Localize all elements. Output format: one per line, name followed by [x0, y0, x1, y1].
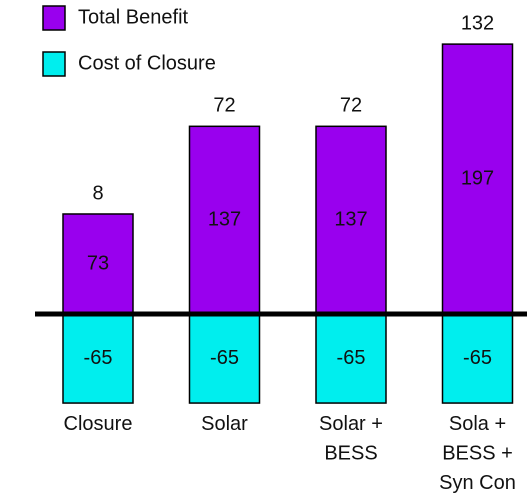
bar — [441, 313, 514, 404]
total-label: 72 — [213, 95, 235, 117]
bar-label: 73 — [87, 252, 109, 274]
x-tick-label: Solar + BESS — [319, 413, 383, 465]
legend-label: Cost of Closure — [78, 52, 216, 74]
bar — [188, 125, 261, 315]
total-label: 132 — [461, 12, 494, 34]
total-label: 8 — [92, 182, 103, 204]
bar-label: 137 — [334, 208, 367, 230]
bar-label: 197 — [461, 167, 494, 189]
x-tick-label: Sola + BESS + Syn Con — [439, 413, 516, 494]
bar-label: -65 — [337, 347, 366, 369]
x-tick-label: Solar — [201, 413, 248, 435]
legend-swatch — [42, 5, 66, 31]
bar-label: -65 — [463, 347, 492, 369]
bar — [188, 313, 261, 404]
legend-label: Total Benefit — [78, 6, 189, 28]
legend-swatch — [42, 51, 66, 77]
bar-label: -65 — [84, 347, 113, 369]
bar — [62, 213, 134, 315]
bar-label: 137 — [208, 208, 241, 230]
total-label: 72 — [340, 95, 362, 117]
bar — [62, 313, 134, 404]
bar-label: -65 — [210, 347, 239, 369]
bar — [315, 313, 387, 404]
x-tick-label: Closure — [64, 413, 133, 435]
